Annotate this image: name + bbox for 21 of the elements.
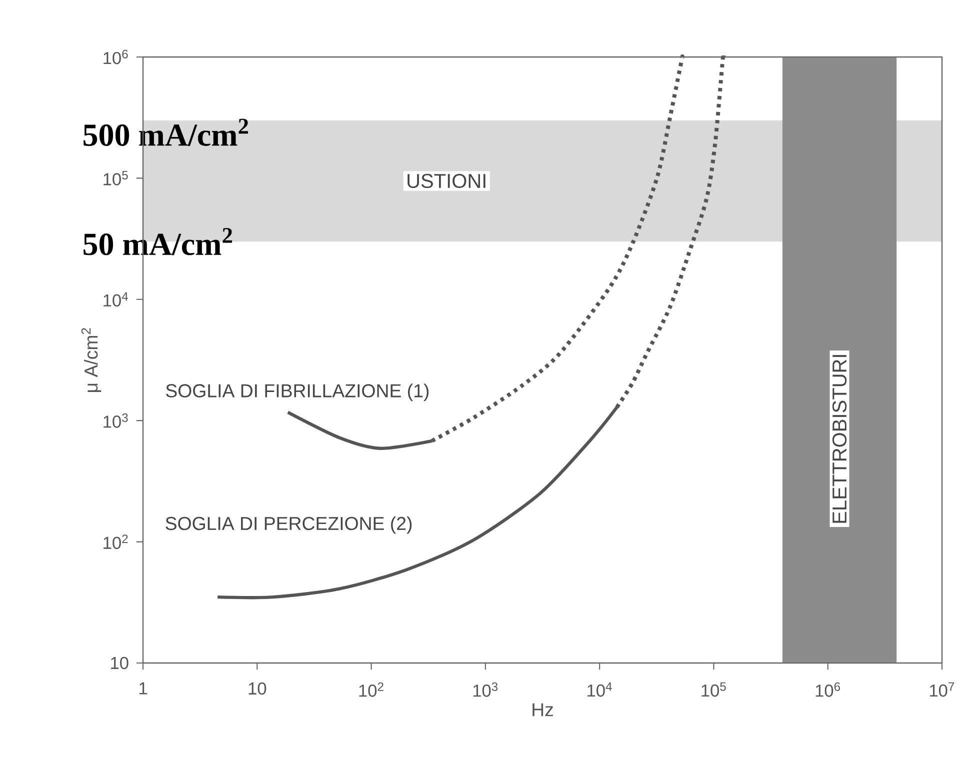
- x-tick-label: 10$^{7}$: [930, 682, 954, 697]
- y-tick-label: 10$^{2}$: [104, 534, 128, 550]
- series-label: SOGLIA DI FIBRILLAZIONE (1): [166, 384, 429, 402]
- y-tick-label: 10$^{4}$: [104, 292, 128, 307]
- x-tick-label: 10$^{2}$: [359, 682, 384, 697]
- annotation: 500 mA/cm$^{2}$: [84, 118, 248, 146]
- x-tick-label: 10$^{4}$: [588, 682, 612, 697]
- y-tick-label: 10$^{5}$: [104, 171, 128, 186]
- x-tick-label: 10: [248, 682, 266, 695]
- x-tick-label: 10$^{3}$: [473, 682, 498, 697]
- x-axis-title: Hz: [532, 703, 553, 716]
- series-label: SOGLIA DI PERCEZIONE (2): [166, 516, 412, 534]
- band-label: USTIONI: [408, 174, 486, 188]
- y-tick-label: 10: [111, 656, 128, 670]
- x-tick-label: 1: [140, 682, 147, 694]
- x-tick-label: 10$^{5}$: [702, 682, 726, 697]
- x-tick-label: 10$^{6}$: [816, 682, 840, 697]
- y-tick-label: 10$^{6}$: [104, 50, 128, 64]
- y-tick-label: 10$^{3}$: [104, 413, 128, 428]
- y-axis-title: μ A/cm$^{2}$: [81, 328, 102, 392]
- band-label: ELETTROBISTURI: [832, 355, 847, 523]
